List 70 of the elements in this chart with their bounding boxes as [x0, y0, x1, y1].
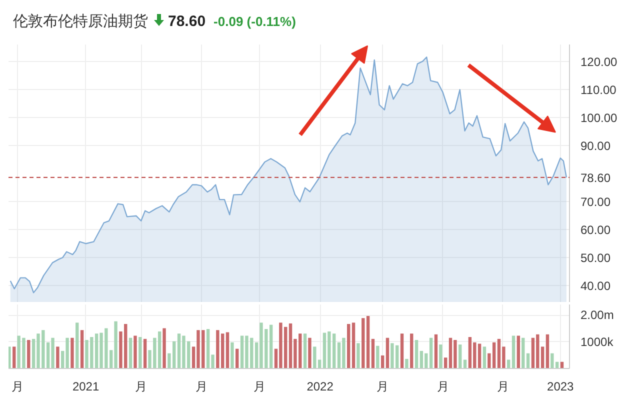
y-tick-label: 1000k	[580, 334, 614, 349]
y-tick-label: 120.00	[580, 54, 618, 69]
bar	[410, 334, 414, 368]
bar	[347, 324, 350, 368]
x-tick-label: 月	[376, 380, 388, 394]
y-tick-label: 2.00m	[580, 308, 614, 322]
bar	[516, 336, 520, 368]
bar	[458, 344, 462, 368]
x-tick-label: 月	[436, 380, 449, 394]
bar	[27, 340, 30, 368]
x-tick-label: 2022	[306, 380, 334, 394]
bar	[70, 338, 74, 368]
y-tick-label: 40.00	[580, 279, 611, 294]
y-tick-label: 90.00	[580, 138, 611, 153]
bar	[230, 342, 234, 368]
bar	[506, 360, 510, 368]
bar	[414, 340, 418, 368]
bar	[366, 316, 370, 368]
x-tick-label: 2023	[547, 380, 574, 394]
bar	[546, 334, 550, 368]
x-tick-label: 月	[196, 380, 208, 394]
bar	[540, 346, 544, 368]
bar	[463, 360, 467, 368]
bar	[134, 336, 137, 368]
y-tick-label: 100.00	[580, 110, 618, 125]
bar	[226, 332, 230, 368]
bar	[128, 338, 132, 368]
bar	[405, 358, 408, 368]
chart-title: 伦敦布伦特原油期货	[13, 13, 148, 30]
bar	[12, 346, 16, 368]
bar	[56, 346, 60, 368]
bar	[512, 336, 516, 368]
bar	[478, 344, 482, 368]
x-tick-label: 月	[135, 380, 148, 394]
x-tick-label: 月	[254, 380, 266, 394]
bar	[362, 318, 365, 368]
bar	[80, 330, 84, 368]
bar	[434, 334, 438, 368]
bar	[162, 328, 166, 368]
y-tick-label: 50.00	[580, 251, 611, 266]
bar	[439, 344, 442, 368]
ref-line-label: 78.60	[580, 170, 611, 185]
bar	[76, 322, 79, 368]
bar	[444, 358, 448, 368]
bar	[143, 338, 147, 368]
bar	[236, 348, 239, 368]
bar	[531, 338, 535, 368]
text: 78.60	[168, 13, 206, 30]
bar	[420, 350, 424, 368]
x-tick-label: 月	[496, 380, 509, 394]
bar	[8, 346, 11, 368]
bar	[356, 343, 360, 368]
text: -0.09 (-0.11%)	[214, 14, 296, 29]
bar	[371, 338, 375, 368]
x-tick-label: 2021	[72, 380, 100, 394]
bar	[522, 338, 525, 368]
bar	[429, 338, 433, 368]
bar	[376, 346, 380, 368]
bar	[386, 338, 390, 368]
y-tick-label: 60.00	[580, 223, 611, 238]
x-tick-label: 月	[11, 380, 24, 394]
bar	[400, 334, 404, 368]
y-tick-label: 70.00	[580, 195, 611, 210]
bar	[482, 346, 486, 368]
bar	[308, 338, 312, 368]
bar	[468, 337, 472, 368]
bar	[138, 337, 142, 368]
bar	[352, 322, 356, 368]
y-tick-label: 110.00	[580, 82, 617, 97]
bar	[303, 334, 307, 368]
